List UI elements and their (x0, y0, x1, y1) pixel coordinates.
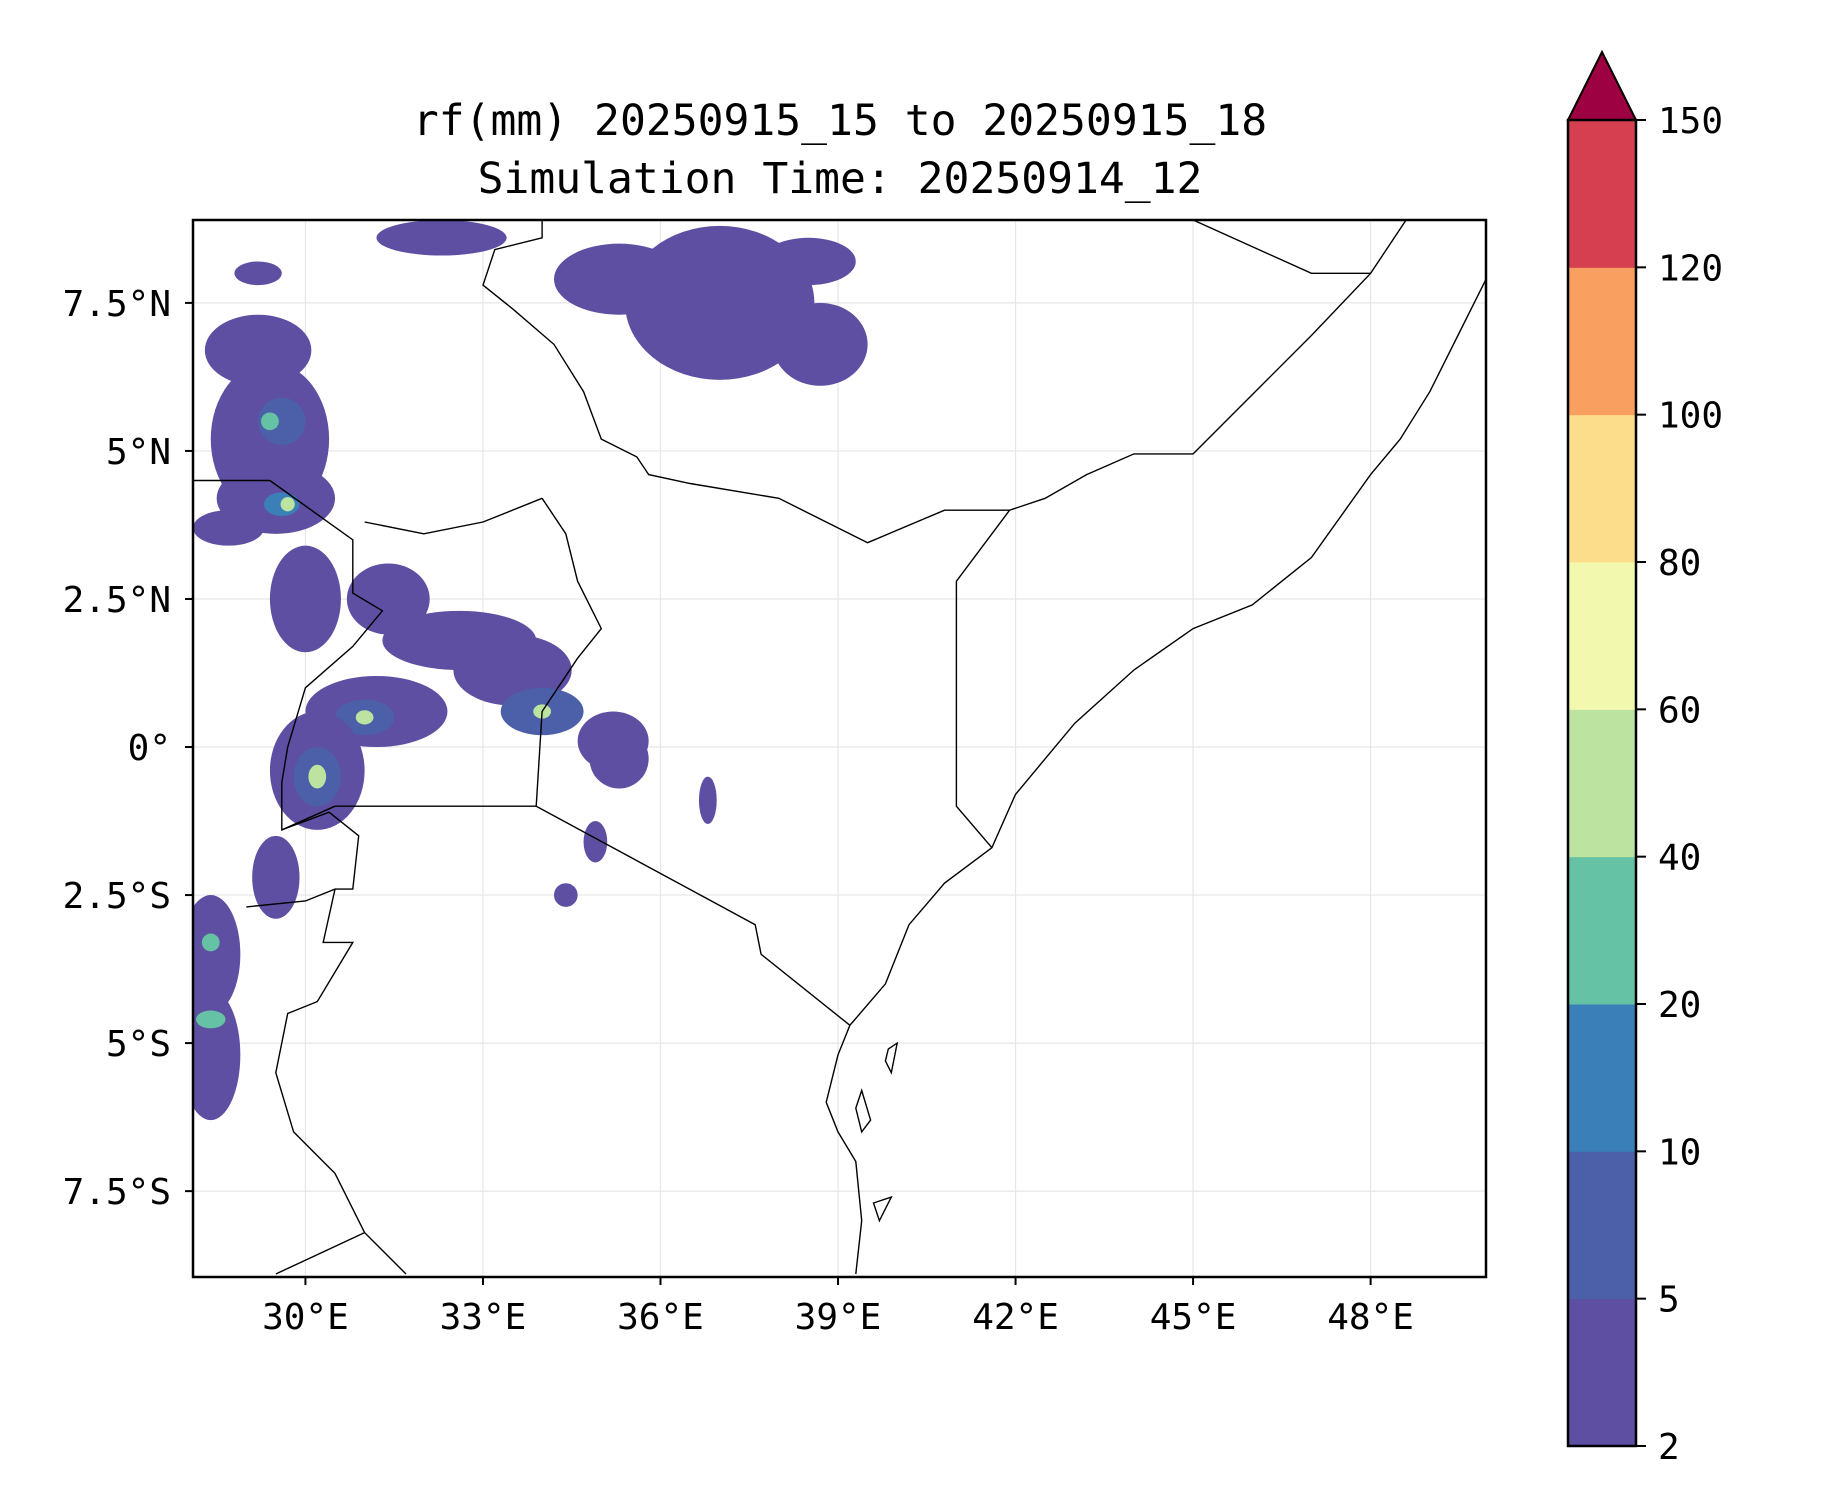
precip-cell (234, 261, 282, 286)
precip-cell (252, 835, 300, 919)
country-border (275, 888, 407, 1275)
y-axis-ticks: 7.5°N 5°N 2.5°N 0° 2.5°S 5°S 7.5°S (63, 284, 193, 1213)
country-border (1192, 220, 1371, 274)
country-borders (193, 220, 1486, 1275)
x-tick-label: 48°E (1327, 1297, 1414, 1338)
y-tick-label: 7.5°N (63, 284, 171, 325)
y-tick-label: 0° (128, 728, 171, 769)
colorbar-segment (1568, 562, 1636, 710)
colorbar-tick-label: 5 (1658, 1280, 1680, 1321)
precip-cell (589, 729, 649, 789)
colorbar-segment (1568, 267, 1636, 416)
country-border (482, 220, 1407, 544)
x-tick-label: 45°E (1150, 1297, 1237, 1338)
map-frame (191, 218, 1488, 1279)
precip-cell (193, 989, 241, 1121)
x-tick-label: 30°E (262, 1297, 349, 1338)
colorbar-tick-label: 80 (1658, 543, 1701, 584)
precip-cell (761, 237, 856, 286)
colorbar-segment (1568, 709, 1636, 858)
precip-cell (376, 220, 507, 256)
precip-cell (193, 510, 265, 546)
x-axis-ticks: 30°E 33°E 36°E 39°E 42°E 45°E 48°E (262, 1277, 1414, 1338)
colorbar-segment (1568, 1004, 1636, 1152)
precip-cell (583, 821, 608, 863)
country-border (364, 497, 543, 535)
colorbar: 2 5 10 20 40 60 80 100 120 150 (1566, 49, 1723, 1468)
y-tick-label: 2.5°N (63, 580, 171, 621)
x-tick-label: 33°E (440, 1297, 527, 1338)
precip-cell (269, 545, 341, 653)
precip-cell (195, 1010, 226, 1029)
precip-cell (553, 883, 578, 907)
colorbar-tick-label: 20 (1658, 985, 1701, 1026)
precip-cell (772, 302, 868, 386)
precip-cell (258, 397, 306, 446)
colorbar-segment (1568, 120, 1636, 268)
x-tick-label: 42°E (972, 1297, 1059, 1338)
colorbar-tick-label: 60 (1658, 690, 1701, 731)
colorbar-frame (1566, 118, 1638, 1448)
y-tick-label: 5°S (106, 1024, 171, 1065)
colorbar-segment (1568, 856, 1636, 1005)
colorbar-tick-label: 2 (1658, 1427, 1680, 1468)
precip-cell (261, 412, 279, 431)
island (872, 1195, 893, 1223)
country-border (535, 497, 851, 1026)
country-border (269, 479, 384, 831)
colorbar-tick-label: 10 (1658, 1132, 1701, 1173)
island (855, 1088, 872, 1134)
precip-cell (308, 764, 327, 789)
country-border (955, 509, 1011, 849)
y-tick-label: 5°N (106, 432, 171, 473)
colorbar-tick-label: 150 (1658, 101, 1723, 142)
colorbar-segment (1568, 1151, 1636, 1300)
colorbar-segment (1568, 414, 1636, 563)
coastline (825, 277, 1486, 1275)
precip-cell (698, 776, 717, 824)
colorbar-tick-label: 100 (1658, 396, 1723, 437)
precip-cell (355, 710, 374, 725)
x-tick-label: 36°E (617, 1297, 704, 1338)
colorbar-segment (1568, 1298, 1636, 1447)
precip-cell (201, 933, 220, 952)
island (884, 1041, 899, 1075)
chart-subtitle: Simulation Time: 20250914_12 (477, 154, 1203, 204)
precip-cell (193, 895, 241, 1014)
country-border (246, 811, 360, 908)
y-tick-label: 2.5°S (63, 876, 171, 917)
colorbar-tick-label: 40 (1658, 838, 1701, 879)
colorbar-extend-arrow (1566, 49, 1638, 121)
chart-title: rf(mm) 20250915_15 to 20250915_18 (412, 96, 1268, 146)
precip-cell (346, 563, 430, 635)
colorbar-tick-label: 120 (1658, 248, 1723, 289)
x-tick-label: 39°E (795, 1297, 882, 1338)
country-border (275, 1231, 365, 1275)
y-tick-label: 7.5°S (63, 1172, 171, 1213)
precip-cell (280, 497, 295, 512)
precipitation-field (193, 220, 868, 1121)
